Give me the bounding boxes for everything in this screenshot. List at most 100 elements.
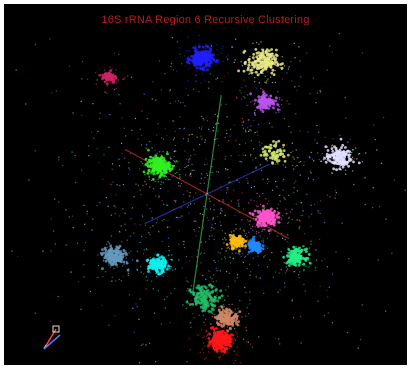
- noise-point: [259, 277, 261, 279]
- noise-point: [293, 168, 295, 170]
- noise-point: [166, 134, 168, 137]
- cluster-point: [258, 104, 261, 107]
- cluster-point: [206, 304, 208, 307]
- cluster-10[interactable]: [237, 228, 267, 266]
- cluster-point: [148, 176, 150, 178]
- noise-point: [255, 87, 257, 89]
- cluster-point: [235, 322, 239, 326]
- noise-point: [201, 126, 203, 128]
- noise-point: [258, 336, 260, 338]
- cluster-point: [277, 139, 281, 143]
- noise-point: [115, 206, 117, 208]
- cluster-3[interactable]: [95, 66, 126, 94]
- cluster-point: [158, 272, 162, 276]
- cluster-point: [204, 64, 208, 68]
- cluster-point: [242, 238, 245, 241]
- cluster-point: [250, 227, 252, 229]
- noise-point: [223, 201, 225, 203]
- cluster-point: [330, 160, 334, 164]
- cluster-4[interactable]: [244, 85, 290, 124]
- cluster-point: [272, 214, 275, 218]
- noise-point: [341, 222, 343, 224]
- cluster-point: [236, 314, 239, 318]
- cluster-6[interactable]: [308, 137, 383, 194]
- noise-point: [246, 219, 249, 221]
- cluster-16[interactable]: [188, 321, 252, 364]
- cluster-point: [264, 214, 268, 217]
- cluster-point: [212, 327, 216, 331]
- cluster-point: [179, 169, 181, 171]
- noise-point: [262, 178, 264, 180]
- noise-point: [99, 112, 101, 114]
- cluster-13[interactable]: [127, 248, 180, 290]
- cluster-point: [330, 147, 334, 151]
- cluster-7[interactable]: [244, 131, 312, 180]
- cluster-point: [225, 289, 227, 291]
- noise-point: [266, 183, 268, 185]
- cluster-12[interactable]: [83, 229, 151, 282]
- cluster-point: [102, 259, 105, 261]
- cluster-point: [364, 177, 366, 179]
- noise-point: [141, 110, 143, 112]
- noise-point: [329, 45, 331, 47]
- cluster-point: [315, 259, 318, 261]
- noise-point: [72, 227, 74, 229]
- cluster-point: [117, 80, 119, 83]
- noise-point: [201, 115, 203, 118]
- cluster-point: [261, 59, 263, 61]
- cluster-point: [234, 339, 236, 342]
- cluster-point: [189, 349, 191, 351]
- cluster-point: [179, 174, 181, 176]
- cluster-point: [301, 264, 303, 266]
- noise-point: [189, 260, 191, 262]
- cluster-point: [323, 156, 326, 160]
- cluster-point: [220, 52, 223, 54]
- cluster-point: [139, 189, 141, 191]
- cluster-point: [240, 240, 244, 243]
- noise-point: [161, 220, 163, 222]
- noise-point: [291, 80, 293, 82]
- noise-point: [158, 231, 160, 233]
- cluster-11[interactable]: [266, 239, 318, 276]
- noise-point: [81, 169, 83, 171]
- noise-point: [253, 200, 256, 202]
- cluster-point: [258, 73, 260, 75]
- scatter-plot-3d[interactable]: [4, 4, 407, 365]
- cluster-14[interactable]: [166, 265, 251, 328]
- cluster-point: [358, 152, 361, 155]
- cluster-1[interactable]: [171, 34, 239, 89]
- noise-point: [339, 134, 341, 136]
- noise-point: [189, 158, 191, 160]
- cluster-point: [380, 162, 383, 164]
- noise-point: [226, 190, 228, 192]
- noise-point: [109, 114, 111, 116]
- cluster-point: [266, 224, 268, 226]
- cluster-point: [308, 266, 310, 268]
- noise-point: [173, 150, 175, 152]
- cluster-15[interactable]: [203, 299, 251, 346]
- noise-point: [232, 257, 234, 260]
- cluster-point: [160, 181, 163, 183]
- noise-point: [174, 200, 176, 202]
- cluster-point: [125, 253, 128, 256]
- noise-point: [250, 125, 252, 127]
- cluster-point: [179, 176, 181, 178]
- noise-point: [68, 216, 70, 218]
- noise-point: [247, 127, 249, 129]
- cluster-point: [250, 199, 252, 201]
- cluster-point: [207, 62, 211, 66]
- cluster-point: [210, 326, 213, 330]
- cluster-2[interactable]: [210, 38, 300, 95]
- noise-point: [42, 250, 44, 252]
- cluster-9[interactable]: [221, 228, 261, 253]
- noise-point: [196, 256, 198, 258]
- cluster-point: [160, 273, 162, 275]
- cluster-point: [310, 240, 312, 242]
- noise-point: [171, 37, 173, 39]
- cluster-8[interactable]: [241, 195, 301, 249]
- cluster-5[interactable]: [135, 144, 188, 191]
- cluster-point: [160, 173, 164, 177]
- noise-point: [251, 346, 253, 348]
- cluster-point: [261, 244, 265, 248]
- cluster-point: [274, 57, 278, 60]
